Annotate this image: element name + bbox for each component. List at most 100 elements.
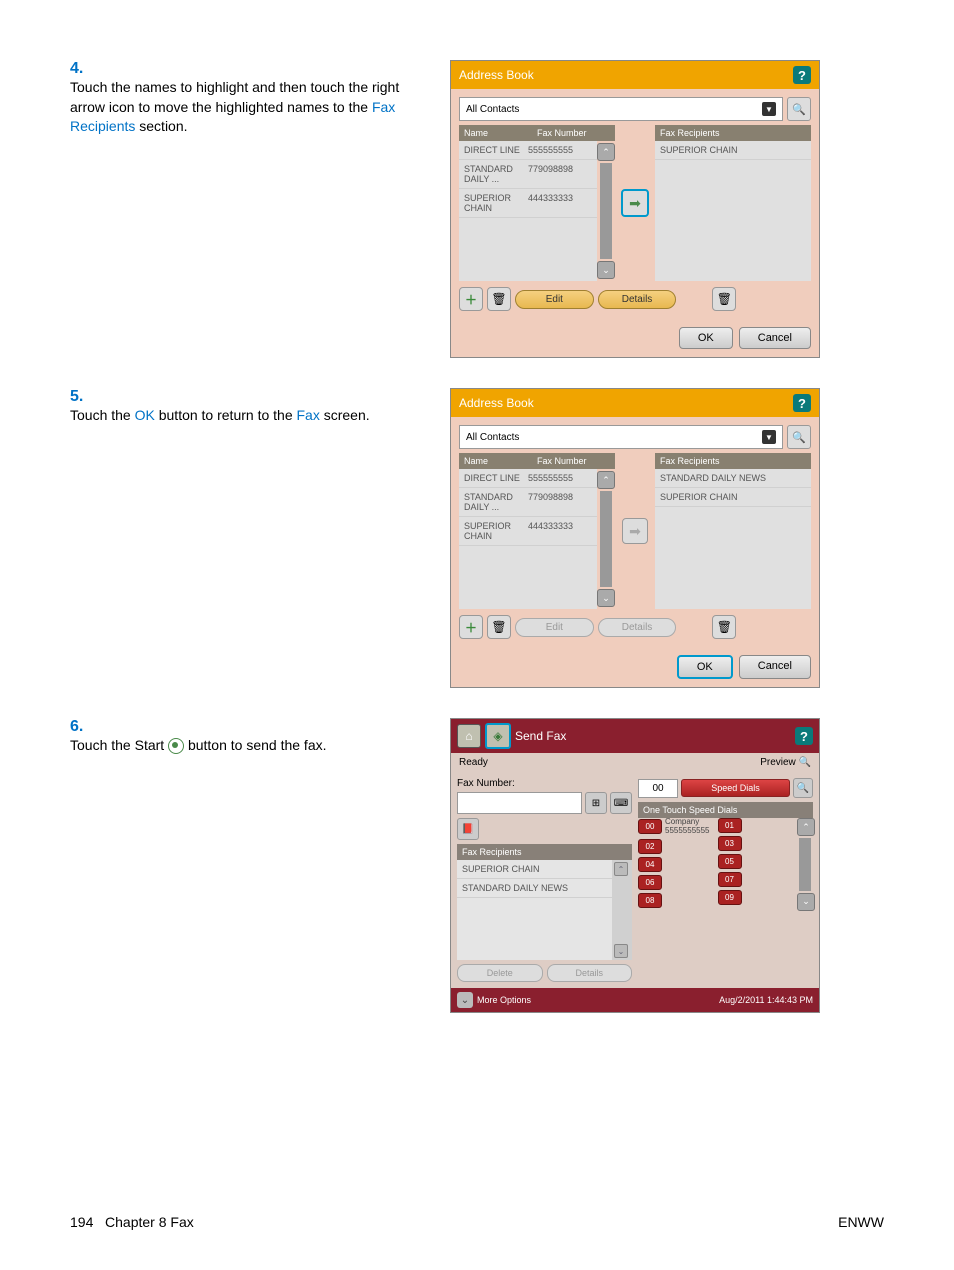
arrow-right-icon: ➡ (629, 523, 641, 540)
search-icon[interactable]: 🔍 (787, 425, 811, 449)
contact-row[interactable]: SUPERIOR CHAIN444333333 (459, 189, 597, 218)
scroll-down-icon[interactable]: ⌄ (614, 944, 628, 958)
scroll-up-icon[interactable]: ⌃ (797, 818, 815, 836)
speed-dial-section: One Touch Speed Dials (638, 802, 813, 818)
home-button[interactable]: ⌂ (457, 724, 481, 748)
scrollbar[interactable]: ⌃ ⌄ (597, 469, 615, 609)
cancel-button[interactable]: Cancel (739, 655, 811, 679)
scroll-up-icon[interactable]: ⌃ (597, 143, 615, 161)
delete-contact-button[interactable]: 🗑 (487, 615, 511, 639)
scroll-up-icon[interactable]: ⌃ (614, 862, 628, 876)
recipients-header: Fax Recipients (655, 125, 811, 141)
add-button[interactable]: ＋ (459, 287, 483, 311)
speed-dial-02[interactable]: 02 (638, 839, 714, 854)
step-4: 4. Touch the names to highlight and then… (70, 60, 884, 358)
search-icon[interactable]: 🔍 (793, 778, 813, 798)
speed-dial-06[interactable]: 06 (638, 875, 714, 890)
speed-dial-01[interactable]: 01 (718, 818, 794, 833)
recipient-row[interactable]: STANDARD DAILY NEWS (457, 879, 612, 898)
scrollbar[interactable]: ⌃ ⌄ (597, 141, 615, 281)
address-book-button[interactable]: 📕 (457, 818, 479, 840)
send-fax-screenshot: ⌂ ◈ Send Fax ? Ready Preview 🔍 Fax Numbe… (450, 718, 820, 1013)
step-number: 6. (70, 718, 100, 736)
step-text: Touch the names to highlight and then to… (70, 78, 410, 137)
contact-row[interactable]: DIRECT LINE555555555 (459, 469, 597, 488)
start-button[interactable]: ◈ (485, 723, 511, 749)
speed-dial-number[interactable]: 00 (638, 779, 678, 798)
contact-row[interactable]: SUPERIOR CHAIN444333333 (459, 517, 597, 546)
contact-row[interactable]: STANDARD DAILY ...779098898 (459, 160, 597, 189)
keypad-button[interactable]: ⊞ (585, 792, 607, 814)
contacts-dropdown[interactable]: All Contacts ▼ (459, 97, 783, 121)
ok-button[interactable]: OK (677, 655, 733, 679)
recipients-list: STANDARD DAILY NEWS SUPERIOR CHAIN (655, 469, 811, 609)
contacts-dropdown[interactable]: All Contacts ▼ (459, 425, 783, 449)
send-fax-title: Send Fax (515, 729, 566, 743)
plus-icon: ＋ (465, 291, 477, 308)
edit-button[interactable]: Edit (515, 290, 594, 309)
fax-number-label: Fax Number: (457, 778, 632, 789)
help-icon[interactable]: ? (795, 727, 813, 745)
speed-dial-09[interactable]: 09 (718, 890, 794, 905)
scrollbar[interactable]: ⌃ ⌄ (612, 860, 632, 960)
recipients-header: Fax Recipients (457, 844, 632, 860)
delete-recipient-button[interactable]: 🗑 (712, 287, 736, 311)
speed-dials-button[interactable]: Speed Dials (681, 779, 790, 797)
delete-recipient-button[interactable]: 🗑 (712, 615, 736, 639)
more-options-button[interactable]: ⌄ More Options (457, 992, 531, 1008)
contact-row[interactable]: DIRECT LINE555555555 (459, 141, 597, 160)
delete-contact-button[interactable]: 🗑 (487, 287, 511, 311)
contacts-list: DIRECT LINE555555555 STANDARD DAILY ...7… (459, 141, 597, 281)
contacts-header: Name Fax Number (459, 453, 615, 469)
cancel-button[interactable]: Cancel (739, 327, 811, 349)
dropdown-arrow-icon: ▼ (762, 102, 776, 116)
step-text: Touch the Start button to send the fax. (70, 736, 410, 756)
preview-button[interactable]: Preview 🔍 (760, 757, 811, 768)
speed-dial-04[interactable]: 04 (638, 857, 714, 872)
recipient-row[interactable]: SUPERIOR CHAIN (457, 860, 612, 879)
step-5: 5. Touch the OK button to return to the … (70, 388, 884, 688)
scroll-up-icon[interactable]: ⌃ (597, 471, 615, 489)
chevron-down-icon: ⌄ (457, 992, 473, 1008)
ok-button[interactable]: OK (679, 327, 733, 349)
move-right-button[interactable]: ➡ (621, 189, 649, 217)
scrollbar[interactable]: ⌃ ⌄ (797, 818, 813, 911)
recipient-row[interactable]: SUPERIOR CHAIN (655, 141, 811, 160)
speed-dial-08[interactable]: 08 (638, 893, 714, 908)
speed-dial-00[interactable]: 00Company5555555555 (638, 818, 714, 836)
home-icon: ⌂ (465, 729, 472, 743)
dropdown-arrow-icon: ▼ (762, 430, 776, 444)
details-button: Details (547, 964, 633, 982)
details-button[interactable]: Details (598, 290, 677, 309)
timestamp: Aug/2/2011 1:44:43 PM (719, 995, 813, 1005)
speed-dial-03[interactable]: 03 (718, 836, 794, 851)
details-button: Details (598, 618, 677, 637)
move-right-button[interactable]: ➡ (622, 518, 648, 544)
search-icon[interactable]: 🔍 (787, 97, 811, 121)
step-text: Touch the OK button to return to the Fax… (70, 406, 410, 426)
speed-dial-07[interactable]: 07 (718, 872, 794, 887)
recipients-header: Fax Recipients (655, 453, 811, 469)
fax-number-input[interactable] (457, 792, 582, 814)
fax-link: Fax (297, 407, 320, 423)
title-bar: Address Book ? (451, 389, 819, 417)
send-fax-titlebar: ⌂ ◈ Send Fax ? (451, 719, 819, 753)
help-icon[interactable]: ? (793, 66, 811, 84)
add-button[interactable]: ＋ (459, 615, 483, 639)
recipient-row[interactable]: STANDARD DAILY NEWS (655, 469, 811, 488)
speed-dial-05[interactable]: 05 (718, 854, 794, 869)
plus-icon: ＋ (465, 619, 477, 636)
contact-row[interactable]: STANDARD DAILY ...779098898 (459, 488, 597, 517)
help-icon[interactable]: ? (793, 394, 811, 412)
delete-button: Delete (457, 964, 543, 982)
start-icon: ◈ (493, 729, 502, 743)
trash-icon: 🗑 (717, 292, 732, 306)
contacts-header: Name Fax Number (459, 125, 615, 141)
trash-icon: 🗑 (491, 292, 506, 306)
scroll-down-icon[interactable]: ⌄ (597, 261, 615, 279)
scroll-down-icon[interactable]: ⌄ (797, 893, 815, 911)
ok-link: OK (135, 407, 155, 423)
scroll-down-icon[interactable]: ⌄ (597, 589, 615, 607)
keyboard-button[interactable]: ⌨ (610, 792, 632, 814)
recipient-row[interactable]: SUPERIOR CHAIN (655, 488, 811, 507)
